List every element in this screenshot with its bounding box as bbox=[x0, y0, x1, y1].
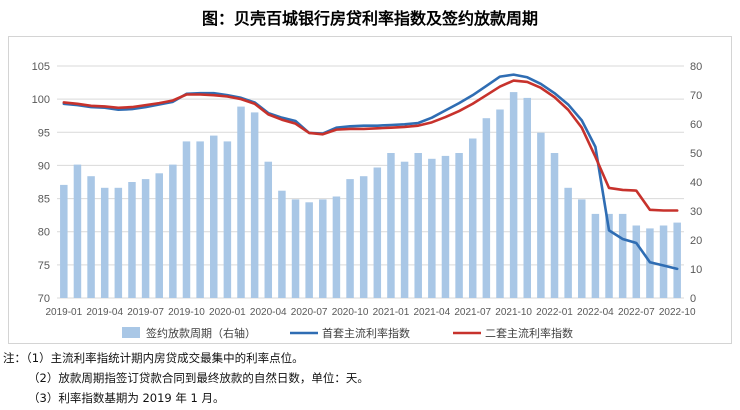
cycle-bar bbox=[550, 153, 559, 298]
cycle-bar bbox=[291, 199, 300, 298]
cycle-bar bbox=[673, 222, 681, 298]
y-left-tick-label: 70 bbox=[38, 293, 50, 305]
cycle-bar bbox=[100, 187, 109, 298]
cycle-bar bbox=[332, 196, 341, 298]
y-right-tick-label: 60 bbox=[690, 119, 702, 131]
cycle-bar bbox=[169, 164, 177, 298]
cycle-bar bbox=[319, 199, 327, 298]
cycle-bar bbox=[578, 199, 586, 298]
cycle-bar bbox=[468, 138, 477, 298]
y-right-tick-label: 40 bbox=[690, 177, 702, 189]
cycle-bar bbox=[482, 118, 491, 298]
y-left-tick-label: 80 bbox=[38, 227, 50, 239]
cycle-bar bbox=[237, 106, 245, 298]
x-tick-label: 2021-10 bbox=[495, 307, 532, 318]
second-home-rate-line bbox=[62, 79, 679, 212]
cycle-bar bbox=[509, 92, 518, 298]
note-2: （2）放款周期指签订贷款合同到最终放款的自然日数，单位：天。 bbox=[28, 371, 369, 385]
line-series bbox=[62, 73, 679, 271]
x-tick-label: 2021-07 bbox=[454, 307, 491, 318]
cycle-bar bbox=[210, 135, 218, 298]
y-left-tick-label: 105 bbox=[32, 61, 50, 73]
y-left-tick-label: 100 bbox=[32, 94, 50, 106]
chart-frame bbox=[8, 36, 732, 344]
first-home-rate-line bbox=[62, 73, 679, 271]
legend-label-first-home: 首套主流利率指数 bbox=[322, 326, 410, 340]
x-tick-label: 2020-07 bbox=[291, 307, 328, 318]
cycle-bar bbox=[128, 182, 136, 298]
cycle-bar bbox=[141, 179, 150, 298]
cycle-bar bbox=[428, 158, 436, 298]
legend-label-second-home: 二套主流利率指数 bbox=[485, 326, 573, 340]
cycle-bar bbox=[114, 187, 123, 298]
cycle-bar bbox=[278, 190, 286, 298]
cycle-bar bbox=[250, 112, 259, 299]
y-left-tick-label: 85 bbox=[38, 194, 50, 206]
x-tick-label: 2022-10 bbox=[659, 307, 696, 318]
x-tick-label: 2022-01 bbox=[536, 307, 573, 318]
cycle-bar bbox=[182, 141, 191, 298]
cycle-bar bbox=[564, 187, 572, 298]
cycle-bar bbox=[73, 164, 82, 298]
x-tick-label: 2019-04 bbox=[86, 307, 123, 318]
y-left-tick-label: 95 bbox=[38, 127, 50, 139]
y-right-tick-label: 0 bbox=[690, 293, 696, 305]
y-left-tick-label: 90 bbox=[38, 160, 50, 172]
cycle-bar bbox=[496, 109, 504, 298]
cycle-bar bbox=[87, 176, 95, 298]
cycle-bar bbox=[264, 161, 273, 298]
x-tick-label: 2019-10 bbox=[168, 307, 205, 318]
x-tick-label: 2021-01 bbox=[373, 307, 410, 318]
cycle-bar bbox=[632, 225, 641, 298]
x-tick-label: 2020-04 bbox=[250, 307, 287, 318]
note-3: （3）利率指数基期为 2019 年 1 月。 bbox=[28, 391, 225, 405]
x-tick-label: 2019-01 bbox=[45, 307, 82, 318]
cycle-bar bbox=[155, 173, 163, 298]
chart-canvas: 70 75 80 85 90 95 100 105 0 10 20 30 40 50 60 70 80 2019-… bbox=[8, 36, 732, 344]
note-1: 注：（1）主流利率指统计期内房贷成交最集中的利率点位。 bbox=[3, 351, 304, 365]
y-right-tick-label: 50 bbox=[690, 148, 702, 160]
cycle-bar bbox=[387, 153, 395, 298]
legend: 签约放款周期（右轴） 首套主流利率指数 二套主流利率指数 bbox=[122, 326, 573, 340]
cycle-bar bbox=[659, 225, 668, 298]
x-tick-label: 2022-04 bbox=[577, 307, 614, 318]
cycle-bar bbox=[441, 155, 450, 298]
bar-series-cycle bbox=[60, 92, 681, 299]
cycle-bar bbox=[196, 141, 204, 298]
y-right-tick-label: 10 bbox=[690, 264, 702, 276]
cycle-bar bbox=[618, 213, 627, 298]
cycle-bar bbox=[414, 153, 422, 298]
axes: 70 75 80 85 90 95 100 105 0 10 20 30 40 50 60 70 80 2019-… bbox=[32, 61, 703, 318]
y-right-tick-label: 20 bbox=[690, 235, 702, 247]
cycle-bar bbox=[359, 176, 368, 298]
y-right-tick-label: 80 bbox=[690, 61, 702, 73]
cycle-bar bbox=[605, 213, 613, 298]
chart-title: 图：贝壳百城银行房贷利率指数及签约放款周期 bbox=[201, 9, 538, 28]
cycle-bar bbox=[523, 97, 531, 299]
x-tick-label: 2019-07 bbox=[127, 307, 164, 318]
cycle-bar bbox=[223, 141, 232, 298]
cycle-bar bbox=[305, 202, 313, 298]
legend-bar-swatch bbox=[122, 327, 140, 338]
cycle-bar bbox=[346, 179, 354, 298]
y-right-tick-label: 30 bbox=[690, 206, 702, 218]
cycle-bar bbox=[455, 153, 463, 298]
cycle-bar bbox=[400, 161, 409, 298]
cycle-bar bbox=[537, 132, 545, 298]
x-tick-label: 2021-04 bbox=[413, 307, 450, 318]
x-tick-label: 2020-10 bbox=[332, 307, 369, 318]
cycle-bar bbox=[373, 167, 382, 298]
x-tick-label: 2020-01 bbox=[209, 307, 246, 318]
cycle-bar bbox=[591, 213, 600, 298]
cycle-bar bbox=[60, 184, 68, 298]
y-left-tick-label: 75 bbox=[38, 260, 50, 272]
x-tick-label: 2022-07 bbox=[618, 307, 655, 318]
gridlines bbox=[57, 65, 684, 299]
legend-label-cycle: 签约放款周期（右轴） bbox=[146, 326, 256, 340]
y-right-tick-label: 70 bbox=[690, 90, 702, 102]
